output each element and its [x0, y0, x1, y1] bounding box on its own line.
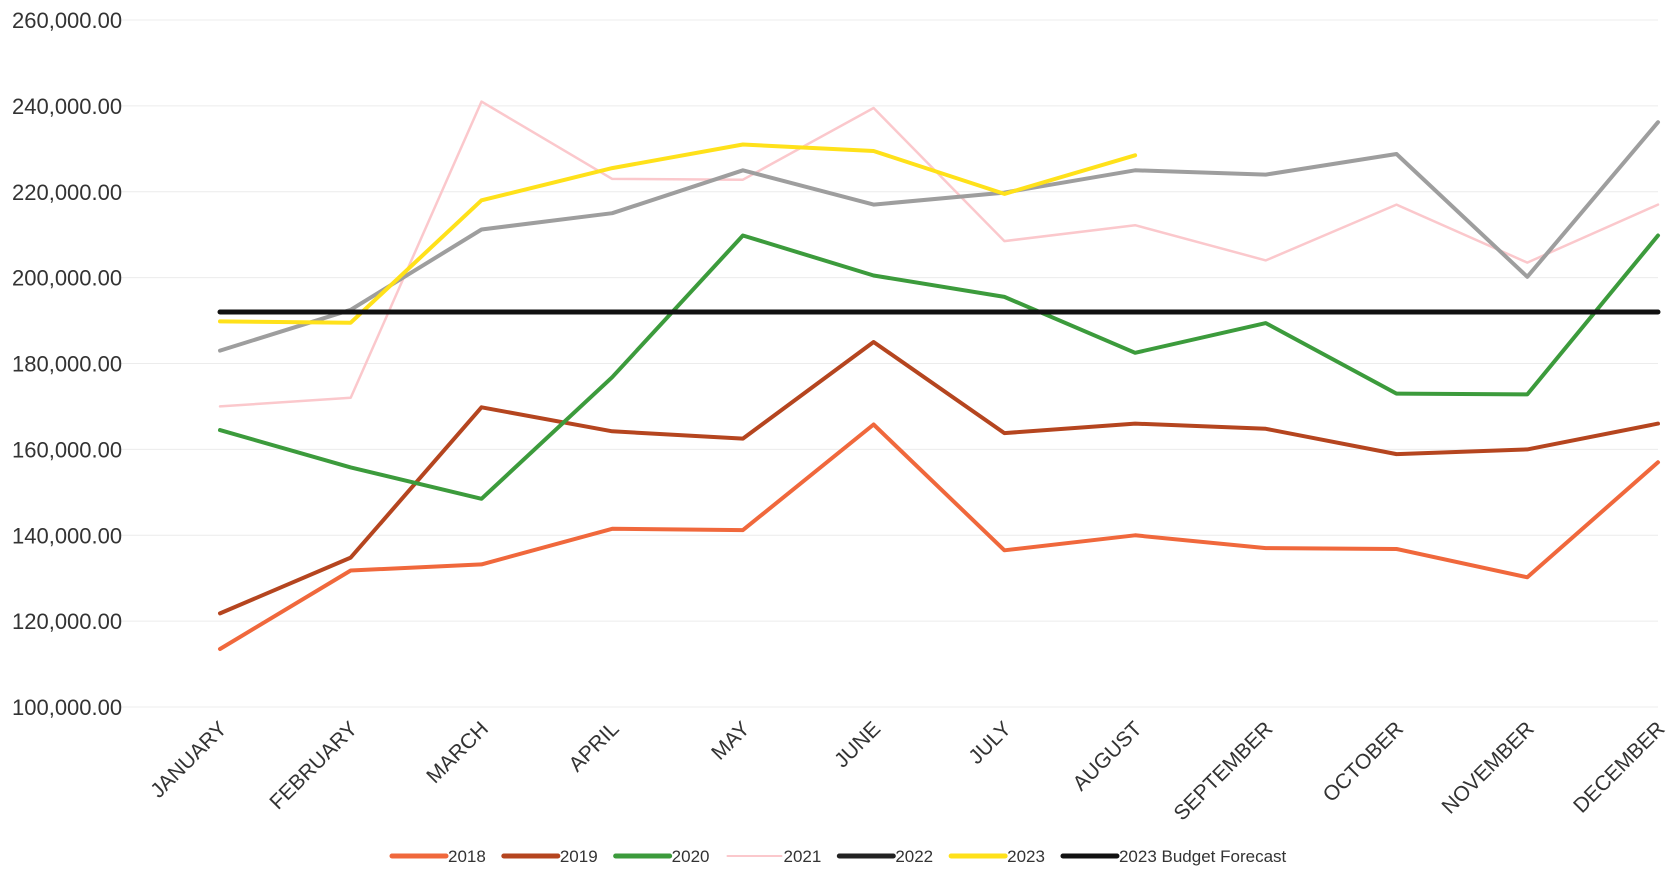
x-tick-label: JUNE: [830, 717, 885, 772]
series-line: [218, 422, 1660, 651]
legend-item: 2022: [836, 847, 933, 866]
y-tick-label: 100,000.00: [12, 695, 122, 720]
y-tick-label: 180,000.00: [12, 352, 122, 377]
y-tick-label: 200,000.00: [12, 266, 122, 291]
x-tick-label: MAY: [707, 717, 754, 764]
x-tick-label: MARCH: [422, 717, 493, 788]
y-tick-label: 240,000.00: [12, 94, 122, 119]
series-line: [218, 340, 1660, 616]
x-tick-label: NOVEMBER: [1438, 717, 1539, 818]
legend-label: 2023: [1007, 847, 1045, 866]
series-line: [218, 142, 1138, 325]
legend-item: 2019: [501, 847, 598, 866]
series-2022: [218, 120, 1660, 353]
series-2018: [218, 422, 1660, 651]
legend-label: 2022: [895, 847, 933, 866]
legend-item: 2023 Budget Forecast: [1060, 847, 1287, 866]
y-axis-ticks: 100,000.00 120,000.00 140,000.00 160,000.00…: [12, 8, 122, 720]
series-2021: [218, 100, 1660, 408]
legend-item: 2020: [613, 847, 710, 866]
series-2020: [218, 233, 1660, 501]
x-tick-label: AUGUST: [1068, 717, 1146, 795]
series-line: [218, 233, 1660, 501]
x-tick-label: JULY: [964, 717, 1015, 768]
legend-label: 2021: [783, 847, 821, 866]
series-2019: [218, 340, 1660, 616]
x-tick-label: OCTOBER: [1319, 717, 1408, 806]
x-axis-ticks: JANUARY FEBRUARY MARCH APRIL MAY JUNE JULY AUGU…: [146, 717, 1669, 825]
y-tick-label: 220,000.00: [12, 180, 122, 205]
x-tick-label: FEBRUARY: [265, 717, 362, 814]
legend-item: 2023: [948, 847, 1045, 866]
x-tick-label: JANUARY: [146, 717, 231, 802]
series-2023: [218, 142, 1138, 325]
y-tick-label: 120,000.00: [12, 609, 122, 634]
x-tick-label: DECEMBER: [1569, 717, 1669, 817]
series-lines: [217, 100, 1661, 651]
legend: 2018 2019 2020 2021 2022 2023 2023 Budget Fore…: [389, 847, 1287, 866]
series-line: [218, 120, 1660, 353]
legend-label: 2020: [672, 847, 710, 866]
y-tick-label: 160,000.00: [12, 437, 122, 462]
x-tick-label: SEPTEMBER: [1169, 717, 1277, 825]
x-tick-label: APRIL: [565, 717, 624, 776]
legend-label: 2018: [448, 847, 486, 866]
y-tick-label: 140,000.00: [12, 523, 122, 548]
legend-label: 2019: [560, 847, 598, 866]
legend-label: 2023 Budget Forecast: [1119, 847, 1287, 866]
legend-item: 2021: [726, 847, 821, 866]
legend-item: 2018: [389, 847, 486, 866]
y-tick-label: 260,000.00: [12, 8, 122, 33]
series-line: [218, 100, 1660, 408]
